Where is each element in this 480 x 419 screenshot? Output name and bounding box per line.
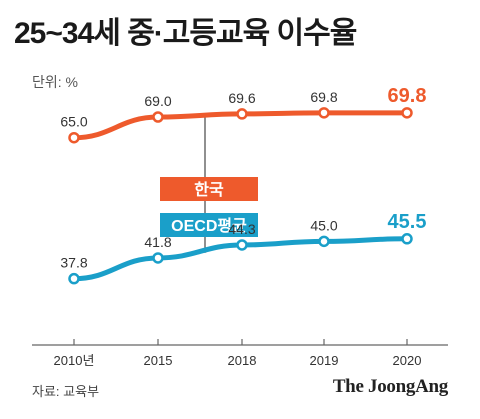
korea-point bbox=[401, 107, 413, 119]
oecd-data-label: 45.5 bbox=[388, 211, 427, 233]
korea-data-label: 69.8 bbox=[310, 89, 337, 105]
x-tick-label: 2020 bbox=[393, 353, 422, 368]
oecd-data-label: 37.8 bbox=[60, 255, 87, 271]
korea-data-label: 65.0 bbox=[60, 114, 87, 130]
oecd-data-label: 41.8 bbox=[144, 234, 171, 250]
oecd-point bbox=[152, 252, 164, 264]
korea-point bbox=[318, 107, 330, 119]
publisher-logo: The JoongAng bbox=[332, 376, 448, 397]
korea-point bbox=[236, 108, 248, 120]
x-tick-label: 2019 bbox=[310, 353, 339, 368]
legend-korea-label: 한국 bbox=[194, 180, 224, 199]
oecd-point bbox=[236, 239, 248, 251]
oecd-point bbox=[401, 233, 413, 245]
x-tick-label: 2018 bbox=[228, 353, 257, 368]
oecd-point bbox=[68, 272, 80, 285]
legend-oecd-box bbox=[160, 213, 258, 237]
chart-title: 25~34세 중·고등교육 이수율 bbox=[14, 17, 357, 50]
legend-korea-box bbox=[160, 177, 258, 201]
x-tick-label: 2015 bbox=[144, 353, 173, 368]
oecd-point bbox=[318, 235, 330, 248]
oecd-data-label: 45.0 bbox=[310, 217, 337, 233]
korea-data-label: 69.8 bbox=[388, 85, 427, 107]
source-note: 자료: 교육부 bbox=[32, 384, 100, 399]
korea-point bbox=[152, 111, 164, 123]
korea-data-label: 69.6 bbox=[228, 90, 255, 106]
unit-label: 단위: % bbox=[32, 74, 78, 90]
x-tick-label: 2010년 bbox=[54, 353, 95, 368]
oecd-data-label: 44.3 bbox=[228, 221, 255, 237]
legend-oecd-label: OECD평균 bbox=[171, 217, 247, 235]
korea-point bbox=[68, 131, 80, 144]
korea-data-label: 69.0 bbox=[144, 93, 171, 109]
